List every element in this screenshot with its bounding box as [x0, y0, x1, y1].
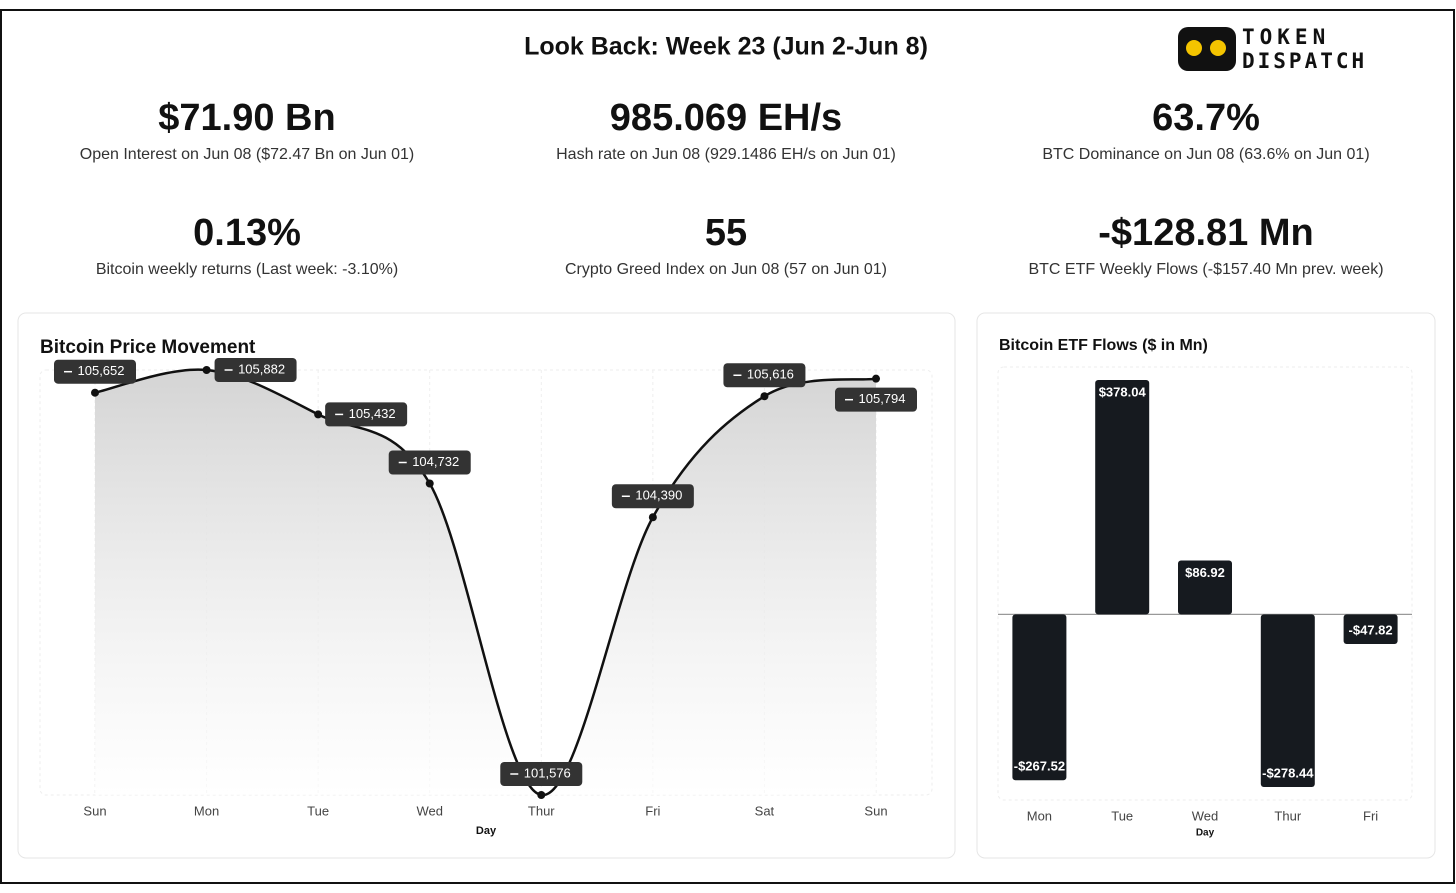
value-label: 104,732	[412, 454, 459, 469]
value-label-box	[325, 402, 408, 427]
x-tick-label: Thur	[528, 803, 555, 818]
stat-caption: BTC ETF Weekly Flows (-$157.40 Mn prev. …	[1028, 261, 1383, 278]
x-tick-label: Fri	[1363, 808, 1378, 823]
x-tick-label: Thur	[1274, 808, 1301, 823]
point	[648, 513, 657, 522]
x-tick-label: Wed	[416, 803, 443, 818]
x-tick-label: Mon	[194, 803, 219, 818]
x-tick-label: Sun	[864, 803, 887, 818]
point	[202, 366, 211, 374]
stat-value: 0.13%	[193, 212, 301, 254]
value-label: 105,882	[238, 361, 285, 376]
value-label-box	[214, 358, 297, 382]
point	[425, 479, 434, 488]
x-tick-label: Tue	[1111, 808, 1133, 823]
x-tick-label: Wed	[1192, 808, 1219, 823]
value-label: -$278.44	[1262, 765, 1314, 780]
logo: TOKEN DISPATCH	[1178, 25, 1367, 73]
stat-value: 55	[705, 212, 747, 254]
value-label-box	[388, 450, 471, 475]
point	[760, 392, 769, 401]
point	[91, 388, 99, 397]
plot-area	[997, 366, 1413, 801]
value-label: $86.92	[1185, 565, 1225, 580]
value-label-box	[835, 387, 917, 412]
point	[537, 791, 546, 799]
bar	[1012, 614, 1067, 781]
value-label: -$47.82	[1349, 622, 1393, 637]
bar	[1095, 380, 1150, 615]
stat-caption: Bitcoin weekly returns (Last week: -3.10…	[96, 261, 398, 278]
value-label: 101,576	[524, 765, 571, 780]
value-label-box	[723, 363, 806, 388]
value-label: 105,652	[78, 363, 125, 378]
page-title: Look Back: Week 23 (Jun 2-Jun 8)	[524, 33, 928, 61]
chart-title: Bitcoin ETF Flows ($ in Mn)	[999, 337, 1208, 354]
value-label: 105,794	[859, 391, 906, 406]
area	[95, 369, 876, 796]
value-label: 105,432	[349, 406, 396, 421]
value-label-box	[611, 484, 694, 509]
x-axis-label: Day	[476, 825, 497, 837]
stat-value: -$128.81 Mn	[1098, 212, 1313, 254]
stat-caption: Open Interest on Jun 08 ($72.47 Bn on Ju…	[80, 146, 414, 163]
stat-value: 63.7%	[1152, 97, 1260, 139]
logo-text: TOKEN	[1242, 25, 1330, 49]
point	[314, 410, 323, 419]
logo-text: DISPATCH	[1242, 49, 1367, 73]
x-axis-label: Day	[1196, 828, 1215, 839]
stat-value: 985.069 EH/s	[610, 97, 842, 139]
value-label: 104,390	[635, 488, 682, 503]
stat-caption: BTC Dominance on Jun 08 (63.6% on Jun 01…	[1042, 146, 1369, 163]
stat-value: $71.90 Bn	[158, 97, 335, 139]
value-label: -$267.52	[1014, 759, 1065, 774]
value-label: 105,616	[747, 367, 794, 382]
bar	[1343, 614, 1398, 645]
stat-caption: Crypto Greed Index on Jun 08 (57 on Jun …	[565, 261, 887, 278]
bar	[1178, 560, 1232, 615]
x-tick-label: Fri	[645, 803, 660, 818]
value-label-box	[500, 762, 583, 786]
point	[872, 374, 880, 383]
x-tick-label: Sat	[755, 803, 775, 818]
stat-caption: Hash rate on Jun 08 (929.1486 EH/s on Ju…	[556, 146, 896, 163]
x-tick-label: Mon	[1027, 808, 1052, 823]
value-label-box	[54, 359, 136, 384]
plot-area	[39, 369, 933, 796]
chart-title: Bitcoin Price Movement	[40, 337, 256, 358]
value-label: $378.04	[1099, 384, 1147, 399]
x-tick-label: Tue	[307, 803, 329, 818]
x-tick-label: Sun	[83, 803, 106, 818]
bar	[1260, 614, 1315, 787]
